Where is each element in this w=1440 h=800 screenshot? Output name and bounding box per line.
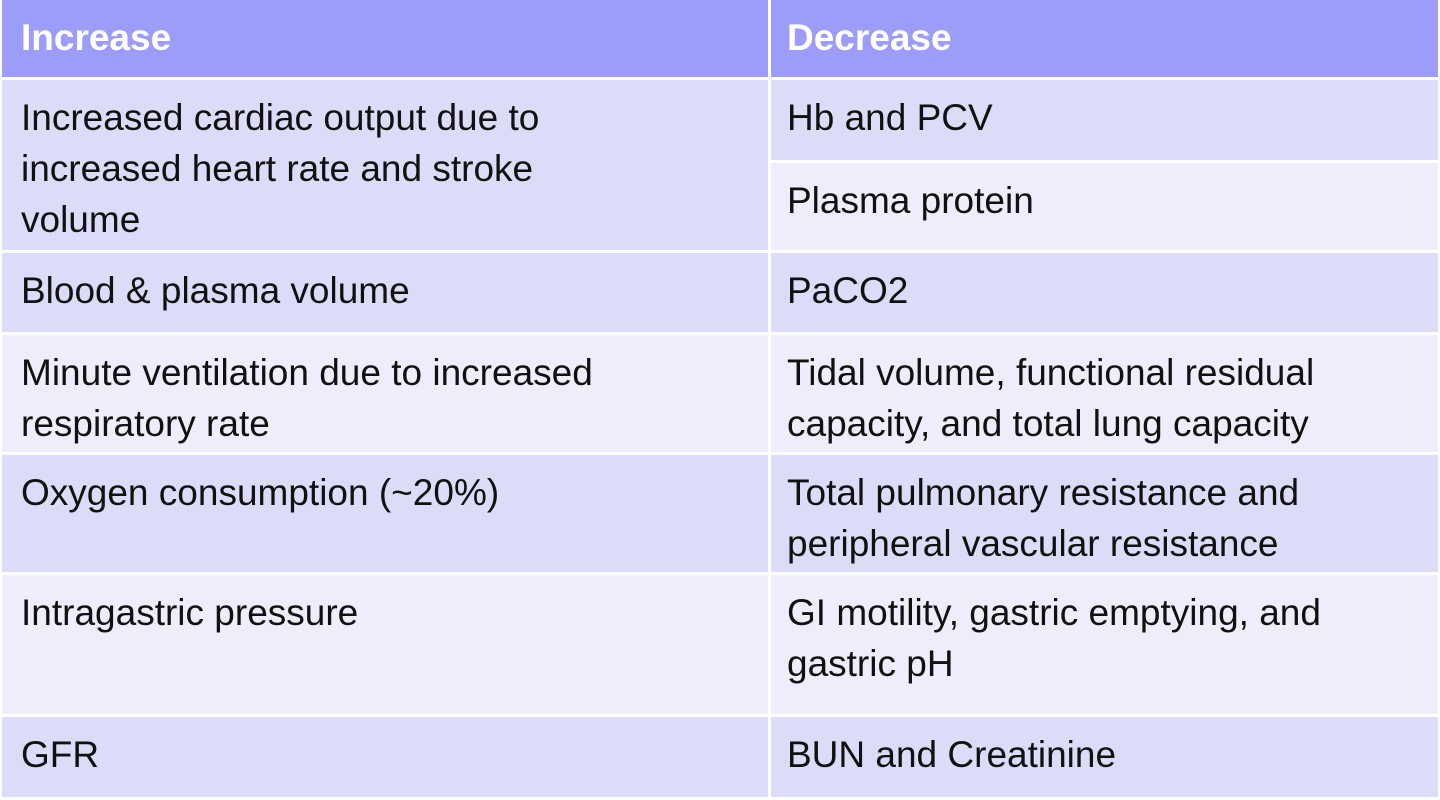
cell: Intragastric pressure <box>2 575 768 714</box>
cell: Total pulmonary resistance and periphera… <box>771 455 1438 572</box>
cell: PaCO2 <box>771 253 1438 332</box>
cell: Hb and PCV <box>771 80 1438 160</box>
header-cell: Decrease <box>771 0 1438 77</box>
cell: Increased cardiac output due to increase… <box>2 80 768 250</box>
cell: BUN and Creatinine <box>771 717 1438 797</box>
header-cell: Increase <box>2 0 768 77</box>
cell: GI motility, gastric emptying, and gastr… <box>771 575 1438 714</box>
cell: Tidal volume, functional residual capaci… <box>771 335 1438 452</box>
cell: Oxygen consumption (~20%) <box>2 455 768 572</box>
cell: Plasma protein <box>771 163 1438 250</box>
cell: Minute ventilation due to increased resp… <box>2 335 768 452</box>
cell: Blood & plasma volume <box>2 253 768 332</box>
cell: GFR <box>2 717 768 797</box>
